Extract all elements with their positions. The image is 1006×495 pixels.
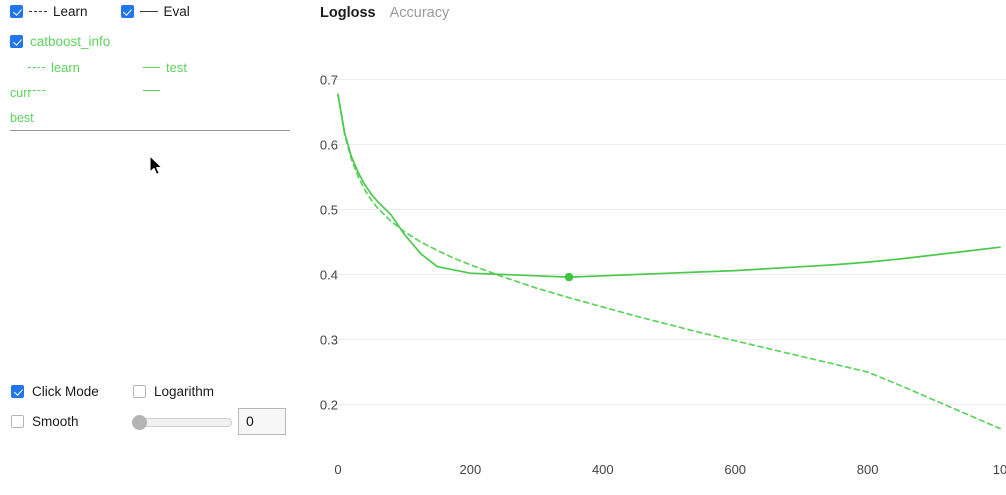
best-label: best [10, 111, 34, 125]
toggle-learn[interactable]: Learn [10, 4, 88, 19]
series-test-label: test [166, 60, 187, 75]
smooth-slider-track[interactable] [132, 418, 232, 427]
smooth-option[interactable]: Smooth [11, 414, 79, 429]
smooth-slider-thumb[interactable] [132, 415, 147, 430]
curr-label: curr [10, 86, 32, 100]
click-mode-option[interactable]: Click Mode [11, 384, 99, 399]
global-series-toggles: Learn Eval [10, 4, 190, 19]
y-axis-tick-label: 0.2 [319, 397, 338, 412]
x-axis-tick-label: 800 [856, 462, 879, 477]
eval-checkbox[interactable] [120, 5, 134, 18]
plot-svg[interactable] [300, 0, 1006, 492]
y-axis-tick-label: 0.7 [319, 72, 338, 87]
tab-logloss[interactable]: Logloss [320, 5, 376, 21]
series-learn-label: learn [51, 60, 80, 75]
x-axis-tick-label: 10 [992, 462, 1006, 477]
smooth-checkbox[interactable] [11, 415, 24, 428]
best-point-marker[interactable] [564, 272, 574, 282]
learn-label: Learn [53, 4, 88, 19]
learn-checkbox[interactable] [10, 5, 23, 18]
directory-label: catboost_info [30, 34, 111, 49]
series-legend-test[interactable]: test [143, 60, 187, 75]
logarithm-option[interactable]: Logarithm [133, 384, 214, 399]
test-solid-line-icon [143, 67, 160, 68]
logarithm-label: Logarithm [154, 384, 215, 399]
y-axis-tick-label: 0.4 [319, 267, 338, 282]
x-axis-tick-label: 600 [724, 462, 747, 477]
directory-series-legend: learn test [28, 60, 290, 76]
learn-dashed-line-icon [28, 67, 45, 68]
logloss-plot[interactable]: 0.2 0.3 0.4 0.5 0.6 0.7 0 200 400 600 800 10 [300, 0, 1006, 492]
click-mode-label: Click Mode [32, 384, 99, 399]
smooth-slider[interactable] [132, 414, 232, 430]
logarithm-checkbox[interactable] [133, 385, 146, 398]
y-axis-tick-label: 0.5 [319, 202, 338, 217]
smooth-value-input[interactable]: 0 [238, 408, 286, 435]
series-legend-learn[interactable]: learn [28, 60, 80, 75]
tab-accuracy[interactable]: Accuracy [389, 5, 450, 21]
y-axis-tick-label: 0.6 [319, 137, 338, 152]
current-values-row: curr [10, 85, 290, 101]
x-axis-tick-label: 0 [334, 462, 342, 477]
chart-area: Logloss Accuracy 0.2 0.3 0.4 0.5 0.6 0.7 0 200 4… [300, 0, 1006, 492]
left-control-panel: Learn Eval catboost_info learn test curr… [0, 0, 300, 492]
smooth-label: Smooth [32, 414, 79, 429]
curr-learn-dashed-line-icon [28, 90, 45, 91]
directory-toggle-catboost-info[interactable]: catboost_info [10, 34, 110, 49]
curr-test-solid-line-icon [143, 90, 160, 91]
click-mode-checkbox[interactable] [11, 385, 24, 398]
series-line-test [337, 93, 1001, 278]
x-axis-tick-label: 200 [459, 462, 482, 477]
toggle-eval[interactable]: Eval [120, 4, 190, 19]
metric-tabs: Logloss Accuracy [320, 3, 449, 23]
directory-checkbox[interactable] [10, 35, 23, 48]
y-axis-tick-label: 0.3 [319, 332, 338, 347]
panel-divider [10, 130, 290, 131]
eval-label: Eval [163, 4, 190, 19]
solid-line-icon [139, 11, 158, 12]
dashed-line-icon [29, 11, 47, 12]
x-axis-tick-label: 400 [591, 462, 614, 477]
series-line-learn [337, 93, 1001, 430]
